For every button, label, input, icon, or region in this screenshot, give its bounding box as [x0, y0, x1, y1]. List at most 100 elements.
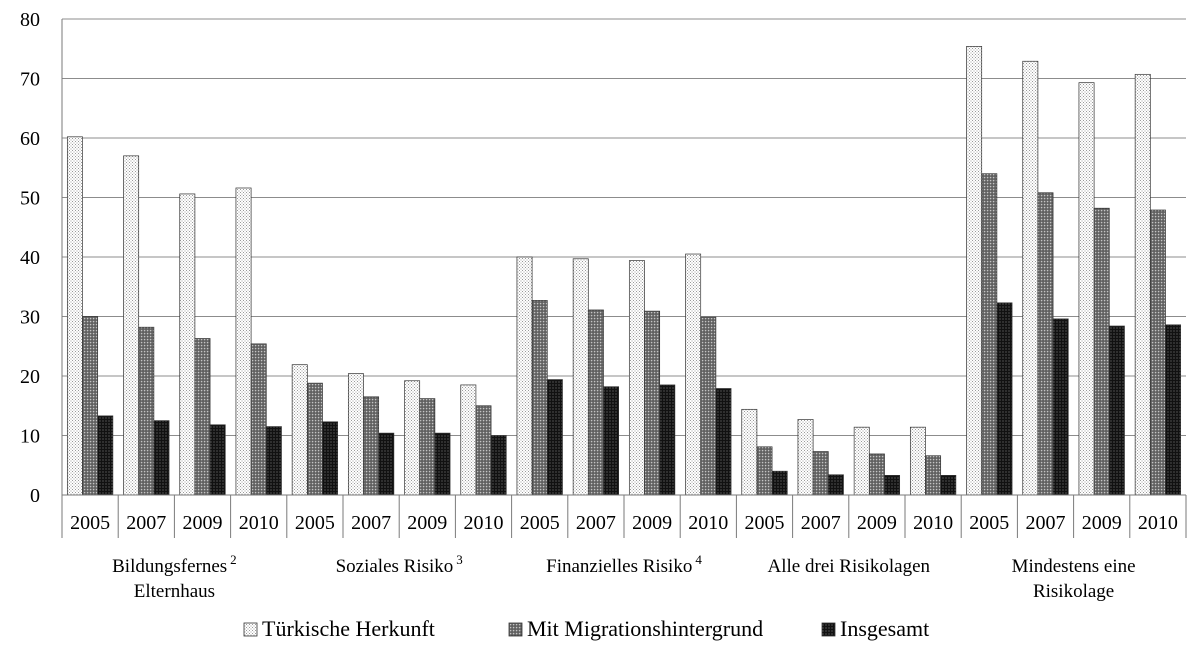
x-tick-1: 2007: [126, 512, 166, 534]
y-tick-20: 20: [20, 366, 40, 388]
bar-insgesamt-10: [659, 384, 676, 496]
legend: Türkische Herkunft Mit Migrationshintergr…: [243, 616, 929, 641]
legend-label-1: Mit Migrationshintergrund: [527, 616, 763, 641]
bar-insgesamt-13: [827, 474, 844, 496]
group-label-0: Bildungsfernes 2: [112, 552, 237, 577]
bar-insgesamt-14: [884, 475, 901, 496]
bar-mit-migrationshintergrund-9: [587, 309, 604, 496]
x-tick-3: 2010: [239, 512, 279, 534]
y-tick-40: 40: [20, 247, 40, 269]
y-tick-50: 50: [20, 188, 40, 210]
bar-t-rkische-herkunft-10: [628, 260, 645, 496]
bar-t-rkische-herkunft-19: [1134, 73, 1151, 496]
bar-insgesamt-9: [603, 386, 620, 496]
bar-t-rkische-herkunft-18: [1078, 82, 1095, 496]
bar-mit-migrationshintergrund-0: [82, 316, 99, 496]
bar-mit-migrationshintergrund-1: [138, 326, 155, 496]
x-tick-5: 2007: [351, 512, 391, 534]
group-label-2: Finanzielles Risiko 4: [546, 552, 702, 577]
bar-insgesamt-3: [265, 426, 282, 496]
bar-t-rkische-herkunft-14: [853, 426, 870, 496]
bar-mit-migrationshintergrund-10: [644, 310, 661, 496]
bar-insgesamt-17: [1052, 318, 1069, 496]
bar-mit-migrationshintergrund-11: [700, 316, 717, 496]
bar-insgesamt-11: [715, 388, 732, 496]
bar-t-rkische-herkunft-5: [347, 373, 364, 496]
y-tick-30: 30: [20, 307, 40, 329]
x-tick-0: 2005: [70, 512, 110, 534]
x-tick-16: 2005: [969, 512, 1009, 534]
legend-swatch-1: [508, 622, 523, 637]
bar-mit-migrationshintergrund-8: [531, 300, 548, 496]
x-tick-6: 2009: [407, 512, 447, 534]
bar-insgesamt-8: [546, 379, 563, 496]
bar-mit-migrationshintergrund-17: [1037, 192, 1054, 496]
group-label-line2-0: Elternhaus: [134, 581, 215, 602]
bar-t-rkische-herkunft-16: [966, 46, 983, 496]
x-tick-4: 2005: [295, 512, 335, 534]
x-tick-17: 2007: [1026, 512, 1066, 534]
bar-insgesamt-7: [490, 435, 507, 496]
bar-mit-migrationshintergrund-7: [475, 405, 492, 496]
bar-mit-migrationshintergrund-2: [194, 338, 211, 496]
bars: [66, 46, 1182, 496]
axes: [61, 19, 1187, 538]
group-label-line2-4: Risikolage: [1033, 581, 1114, 602]
bar-t-rkische-herkunft-4: [291, 364, 308, 496]
x-tick-14: 2009: [857, 512, 897, 534]
legend-label-0: Türkische Herkunft: [262, 616, 435, 641]
bar-mit-migrationshintergrund-15: [925, 455, 942, 496]
group-label-4: Mindestens eine: [1012, 556, 1136, 577]
bar-mit-migrationshintergrund-6: [419, 398, 436, 496]
group-label-1: Soziales Risiko 3: [336, 552, 463, 577]
bar-mit-migrationshintergrund-3: [250, 343, 267, 496]
bar-insgesamt-19: [1165, 324, 1182, 496]
y-tick-70: 70: [20, 69, 40, 91]
bar-t-rkische-herkunft-0: [66, 136, 83, 496]
category-labels: Bildungsfernes 2 Elternhaus Soziales Risiko…: [112, 552, 1135, 602]
x-tick-18: 2009: [1082, 512, 1122, 534]
x-tick-9: 2007: [576, 512, 616, 534]
bar-t-rkische-herkunft-11: [685, 253, 702, 496]
bar-mit-migrationshintergrund-4: [306, 382, 323, 496]
bar-insgesamt-2: [209, 424, 226, 496]
bar-t-rkische-herkunft-3: [235, 187, 252, 496]
bar-insgesamt-0: [97, 415, 114, 496]
y-tick-10: 10: [20, 426, 40, 448]
legend-swatch-2: [821, 622, 836, 637]
bar-mit-migrationshintergrund-18: [1093, 207, 1110, 496]
legend-label-2: Insgesamt: [840, 616, 929, 641]
bar-mit-migrationshintergrund-16: [981, 173, 998, 496]
bar-insgesamt-18: [1108, 325, 1125, 496]
bar-mit-migrationshintergrund-19: [1149, 209, 1166, 496]
bar-t-rkische-herkunft-12: [741, 408, 758, 496]
x-tick-15: 2010: [913, 512, 953, 534]
bar-mit-migrationshintergrund-12: [756, 446, 773, 496]
bar-t-rkische-herkunft-8: [516, 256, 533, 496]
x-tick-19: 2010: [1138, 512, 1178, 534]
bar-mit-migrationshintergrund-14: [868, 453, 885, 496]
bar-t-rkische-herkunft-13: [797, 419, 814, 496]
x-tick-11: 2010: [688, 512, 728, 534]
bar-insgesamt-12: [771, 470, 788, 496]
bar-insgesamt-6: [434, 432, 451, 496]
bar-t-rkische-herkunft-15: [909, 426, 926, 496]
x-tick-8: 2005: [520, 512, 560, 534]
bar-insgesamt-5: [378, 432, 395, 496]
bar-mit-migrationshintergrund-5: [363, 396, 380, 496]
x-tick-10: 2009: [632, 512, 672, 534]
y-tick-60: 60: [20, 128, 40, 150]
x-tick-7: 2010: [464, 512, 504, 534]
y-tick-labels: 0 10 20 30 40 50 60 70 80: [20, 9, 40, 507]
bar-t-rkische-herkunft-17: [1022, 60, 1039, 496]
x-tick-13: 2007: [801, 512, 841, 534]
legend-swatch-0: [243, 622, 258, 637]
bar-t-rkische-herkunft-6: [404, 380, 421, 496]
bar-mit-migrationshintergrund-13: [812, 451, 829, 496]
x-tick-2: 2009: [183, 512, 223, 534]
x-tick-labels: 2005 2007 2009 2010 2005 2007 2009 2010 2005 2007…: [70, 512, 1178, 534]
bar-t-rkische-herkunft-2: [179, 193, 196, 496]
bar-insgesamt-15: [940, 475, 957, 496]
bar-t-rkische-herkunft-9: [572, 258, 589, 496]
